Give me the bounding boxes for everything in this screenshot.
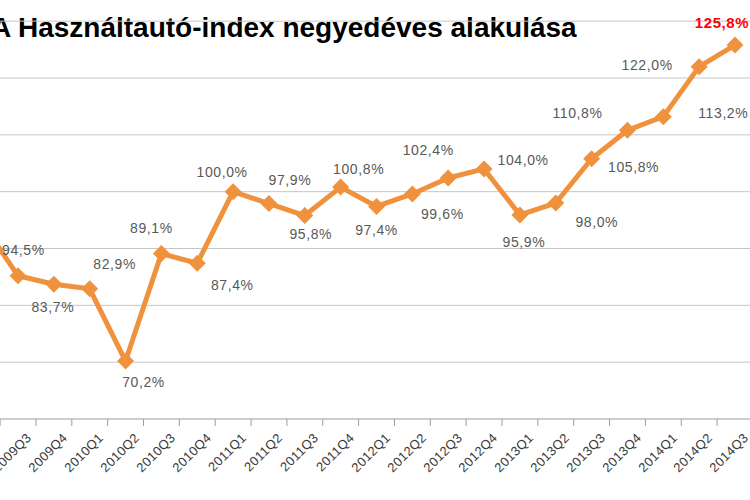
- data-label: 113,2%: [678, 105, 750, 121]
- data-point-marker: [440, 170, 457, 187]
- series-line: [0, 45, 735, 361]
- data-label: 104,0%: [478, 152, 568, 168]
- data-label: 95,9%: [479, 234, 569, 250]
- line-chart-canvas: [0, 0, 750, 500]
- data-label: 83,7%: [8, 299, 98, 315]
- data-label: 100,8%: [314, 161, 404, 177]
- data-label: 125,8%: [677, 14, 750, 31]
- data-label: 89,1%: [106, 220, 196, 236]
- data-label: 70,2%: [99, 374, 189, 390]
- data-point-marker: [404, 185, 421, 202]
- data-label: 97,4%: [332, 222, 422, 238]
- data-label: 98,0%: [552, 214, 642, 230]
- data-label: 82,9%: [70, 256, 160, 272]
- data-point-marker: [260, 195, 277, 212]
- data-point-marker: [225, 183, 242, 200]
- data-label: 94,5%: [2, 242, 45, 258]
- data-label: 87,4%: [187, 277, 277, 293]
- data-label: 102,4%: [383, 142, 473, 158]
- data-label: 110,8%: [532, 105, 622, 121]
- data-point-marker: [117, 353, 134, 370]
- used-car-index-chart: A Használtautó-index negyedéves alakulás…: [0, 0, 750, 500]
- data-point-marker: [45, 276, 62, 293]
- data-label: 105,8%: [589, 159, 679, 175]
- data-label: 99,6%: [397, 206, 487, 222]
- data-label: 122,0%: [602, 57, 692, 73]
- data-point-marker: [189, 255, 206, 272]
- data-point-marker: [81, 280, 98, 297]
